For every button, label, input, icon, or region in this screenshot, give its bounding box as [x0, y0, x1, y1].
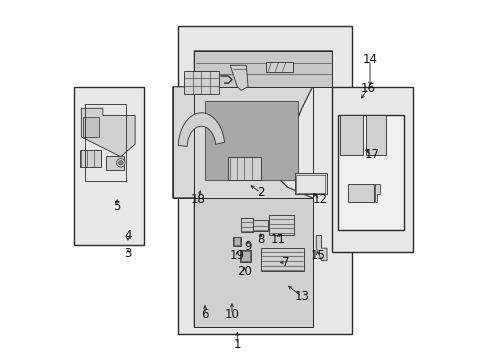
Bar: [85, 104, 126, 181]
Text: 11: 11: [270, 233, 285, 246]
Bar: [83, 117, 99, 137]
Bar: [260, 248, 303, 271]
Text: 5: 5: [113, 201, 121, 213]
Polygon shape: [375, 184, 379, 202]
Polygon shape: [194, 51, 332, 87]
Bar: [241, 251, 249, 261]
Text: 8: 8: [256, 233, 264, 246]
Circle shape: [119, 161, 122, 165]
Text: 20: 20: [237, 265, 251, 278]
Bar: [265, 62, 292, 72]
Bar: [183, 71, 219, 94]
Bar: [74, 87, 144, 244]
Text: 1: 1: [233, 338, 241, 351]
Bar: [337, 116, 403, 230]
Text: 19: 19: [229, 249, 244, 262]
Bar: [366, 116, 386, 155]
Text: 3: 3: [124, 247, 131, 260]
Polygon shape: [81, 108, 135, 157]
Bar: [106, 156, 124, 170]
Text: 4: 4: [124, 229, 131, 242]
Bar: [194, 198, 312, 327]
Text: 7: 7: [282, 256, 289, 269]
Bar: [268, 215, 293, 234]
Text: 13: 13: [294, 290, 309, 303]
Polygon shape: [172, 51, 332, 327]
Text: 14: 14: [362, 53, 377, 66]
Text: 12: 12: [312, 193, 326, 206]
Bar: [294, 173, 326, 194]
Bar: [339, 116, 362, 155]
Bar: [296, 175, 325, 193]
Text: 15: 15: [310, 249, 325, 262]
Polygon shape: [230, 65, 247, 90]
Text: 6: 6: [201, 308, 208, 321]
Bar: [80, 150, 101, 167]
Bar: [332, 87, 412, 252]
Bar: [253, 220, 267, 231]
Text: 17: 17: [364, 148, 379, 161]
Bar: [348, 184, 373, 202]
Polygon shape: [178, 113, 224, 147]
Bar: [233, 237, 240, 245]
Text: 16: 16: [360, 82, 375, 95]
Bar: [241, 219, 253, 232]
Text: 10: 10: [224, 308, 239, 321]
Bar: [204, 101, 298, 180]
Bar: [178, 26, 351, 334]
Text: 18: 18: [190, 193, 205, 206]
Text: 2: 2: [256, 186, 264, 199]
Circle shape: [116, 158, 125, 167]
Bar: [240, 250, 250, 262]
Text: 9: 9: [244, 240, 251, 253]
Bar: [228, 157, 260, 180]
Polygon shape: [316, 235, 326, 261]
Bar: [233, 237, 241, 246]
